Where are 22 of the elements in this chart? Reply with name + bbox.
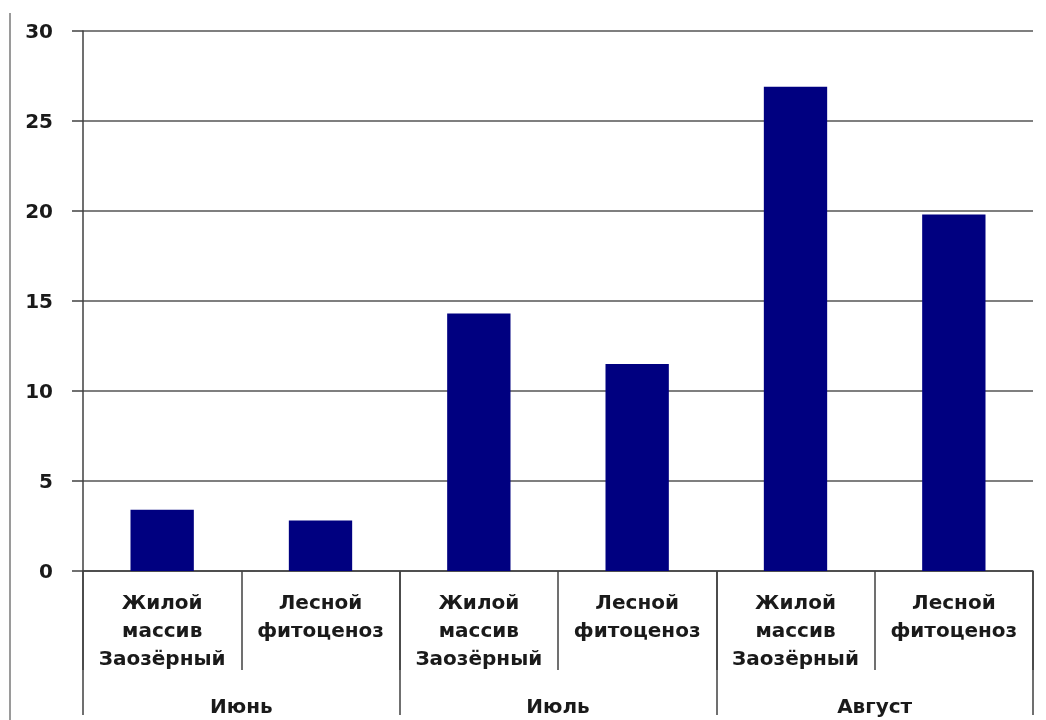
y-tick-label: 5 [39,469,53,493]
text: Июль [526,694,590,718]
bar [130,509,194,571]
y-tick-label: 20 [25,199,53,223]
y-tick-label: 0 [39,559,53,583]
x-tick-label: Жилой массив Заозёрный [732,590,859,670]
x-tick-label: Жилой массив Заозёрный [415,590,543,670]
bar [447,313,511,571]
y-tick-label: 10 [25,379,53,403]
text: Август [837,694,913,718]
bar [288,520,353,571]
bar [922,214,986,571]
y-tick-label: 25 [25,109,53,133]
x-tick-label: Жилой массив Заозёрный [98,590,226,670]
bar [605,364,669,571]
x-tick-label: Лесной фитоценоз [573,590,701,642]
text: Июнь [210,694,273,718]
y-tick-label: 15 [25,289,53,313]
bar [763,86,828,571]
x-tick-label: Лесной фитоценоз [257,590,384,642]
x-tick-label: Лесной фитоценоз [890,590,1018,642]
y-tick-label: 30 [25,19,53,43]
